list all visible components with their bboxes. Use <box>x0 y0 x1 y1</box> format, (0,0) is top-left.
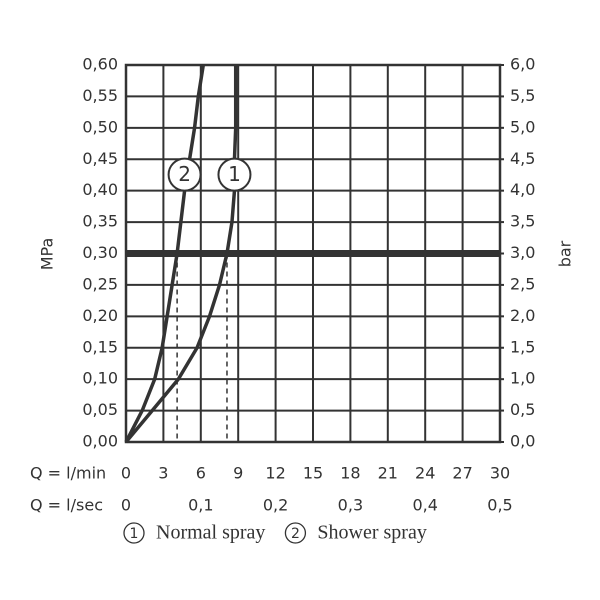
x-tick-label: 6 <box>196 464 206 483</box>
y2-tick-label: 6,0 <box>510 55 535 74</box>
y-tick-label: 0,45 <box>82 149 118 168</box>
x-tick-label: 24 <box>415 464 435 483</box>
y2-tick-label: 1,5 <box>510 337 535 356</box>
legend-label: Shower spray <box>317 522 426 544</box>
y-tick-label: 0,05 <box>82 400 118 419</box>
y2-tick-label: 1,0 <box>510 369 535 388</box>
y-tick-label: 0,10 <box>82 369 118 388</box>
x-axis-label: Q = l/min <box>30 464 106 483</box>
curve-marker <box>167 157 202 192</box>
y-tick-label: 0,35 <box>82 212 118 231</box>
x2-tick-label: 0,1 <box>188 496 213 515</box>
legend-marker <box>123 522 145 544</box>
y-tick-label: 0,00 <box>82 432 118 451</box>
curve-marker-label: 1 <box>228 162 241 186</box>
legend-marker-label: 2 <box>291 526 300 542</box>
x2-axis-label: Q = l/sec <box>30 496 103 515</box>
y2-tick-label: 3,5 <box>510 212 535 231</box>
y-tick-label: 0,30 <box>82 243 118 262</box>
y2-tick-label: 4,5 <box>510 149 535 168</box>
y2-tick-label: 5,0 <box>510 117 535 136</box>
x2-tick-label: 0,3 <box>338 496 363 515</box>
x-tick-label: 3 <box>158 464 168 483</box>
curve-marker-label: 2 <box>178 162 191 186</box>
y2-axis-label: bar <box>556 240 575 267</box>
y2-tick-label: 5,5 <box>510 86 535 105</box>
y-tick-label: 0,50 <box>82 117 118 136</box>
y2-tick-label: 2,0 <box>510 306 535 325</box>
y-tick-label: 0,40 <box>82 180 118 199</box>
x-tick-label: 12 <box>265 464 285 483</box>
x-tick-label: 30 <box>490 464 510 483</box>
x2-tick-label: 0 <box>121 496 131 515</box>
x-tick-label: 15 <box>303 464 323 483</box>
curve <box>124 65 238 444</box>
x2-tick-label: 0,5 <box>487 496 512 515</box>
x-tick-label: 27 <box>452 464 472 483</box>
y2-tick-label: 4,0 <box>510 180 535 199</box>
x-tick-label: 0 <box>121 464 131 483</box>
y-axis-label: MPa <box>38 238 57 271</box>
y-tick-label: 0,25 <box>82 274 118 293</box>
x-tick-label: 18 <box>340 464 360 483</box>
curve <box>124 64 206 443</box>
y2-tick-label: 0,5 <box>510 400 535 419</box>
curve-marker <box>217 157 252 192</box>
y-tick-label: 0,20 <box>82 306 118 325</box>
y2-tick-label: 0,0 <box>510 432 535 451</box>
x-tick-label: 21 <box>378 464 398 483</box>
x2-tick-label: 0,2 <box>263 496 288 515</box>
y2-tick-label: 3,0 <box>510 243 535 262</box>
legend-marker-label: 1 <box>130 526 139 542</box>
x2-tick-label: 0,4 <box>412 496 437 515</box>
y2-tick-label: 2,5 <box>510 274 535 293</box>
y-tick-label: 0,55 <box>82 86 118 105</box>
legend-marker <box>284 522 307 544</box>
x-tick-label: 9 <box>233 464 243 483</box>
y-tick-label: 0,60 <box>82 55 118 74</box>
legend-label: Normal spray <box>156 522 265 544</box>
y-tick-label: 0,15 <box>82 337 118 356</box>
